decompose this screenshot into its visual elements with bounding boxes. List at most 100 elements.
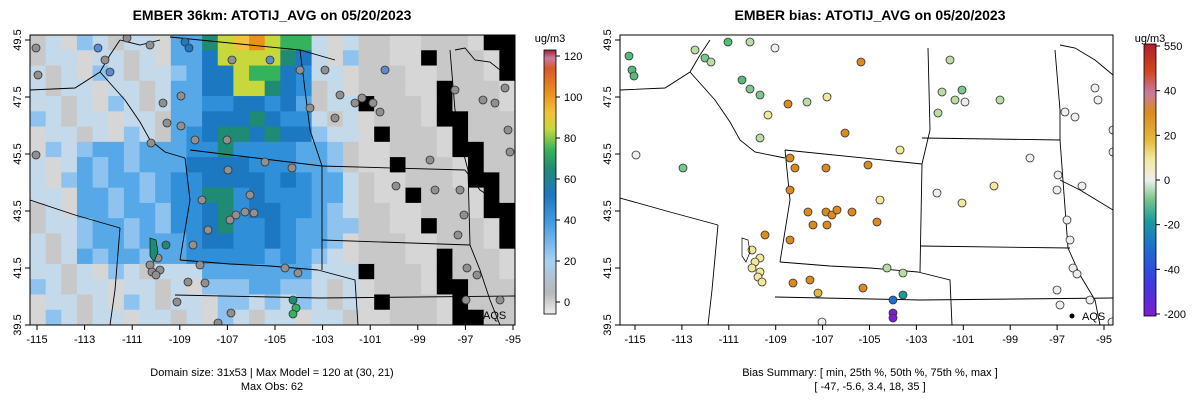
- grid-cell: [311, 263, 328, 280]
- grid-cell: [327, 172, 344, 189]
- grid-cell: [233, 263, 250, 280]
- x-tick-label: -97: [457, 334, 473, 346]
- grid-cell: [374, 294, 391, 311]
- grid-cell: [311, 35, 328, 51]
- right-colorbar-gradient: [1143, 43, 1157, 317]
- grid-cell: [405, 187, 422, 204]
- grid-cell: [342, 263, 360, 280]
- observation-marker: [455, 185, 465, 195]
- grid-cell: [421, 80, 438, 97]
- grid-cell: [123, 309, 141, 325]
- grid-cell: [436, 263, 454, 280]
- grid-cell: [61, 80, 78, 97]
- grid-cell: [342, 294, 360, 311]
- observation-marker: [93, 43, 103, 53]
- grid-cell: [92, 279, 109, 296]
- left-boundaries: [30, 36, 515, 325]
- grid-cell: [374, 96, 391, 112]
- grid-cell: [358, 279, 375, 296]
- grid-cell: [61, 172, 78, 189]
- grid-cell: [249, 80, 266, 97]
- grid-cell: [249, 248, 266, 265]
- grid-cell: [280, 248, 297, 265]
- grid-cell: [76, 202, 94, 219]
- grid-cell: [358, 50, 375, 67]
- x-tick-label: -111: [122, 334, 142, 346]
- grid-cell: [217, 233, 234, 250]
- grid-cell: [76, 187, 94, 204]
- grid-cell: [155, 294, 172, 311]
- grid-cell: [342, 172, 360, 189]
- y-tick-label: 43.5: [12, 200, 24, 221]
- grid-cell: [342, 309, 360, 325]
- grid-cell: [295, 141, 313, 158]
- grid-cell: [139, 279, 156, 296]
- x-tick-label: -115: [26, 334, 47, 346]
- observation-marker: [100, 55, 110, 65]
- bias-marker: [1053, 170, 1063, 180]
- observation-marker: [122, 35, 132, 43]
- grid-cell: [30, 96, 47, 112]
- grid-cell: [499, 65, 515, 82]
- observation-marker: [195, 260, 205, 270]
- grid-cell: [311, 248, 328, 265]
- grid-cell: [311, 218, 328, 235]
- left-observation-markers: [31, 35, 515, 325]
- grid-cell: [499, 96, 515, 112]
- bias-marker: [882, 263, 892, 273]
- grid-cell: [217, 202, 234, 219]
- observation-marker: [249, 208, 259, 218]
- grid-cell: [421, 279, 438, 296]
- grid-cell: [76, 35, 94, 51]
- grid-cell: [374, 157, 391, 173]
- grid-cell: [123, 248, 141, 265]
- grid-cell: [436, 35, 454, 51]
- x-tick-label: -109: [765, 334, 787, 346]
- grid-cell: [92, 141, 109, 158]
- left-title: EMBER 36km: ATOTIJ_AVG on 05/20/2023: [133, 7, 412, 23]
- grid-cell: [264, 65, 281, 82]
- grid-cell: [374, 35, 391, 51]
- observation-marker: [200, 278, 210, 288]
- grid-cell: [452, 218, 469, 235]
- grid-cell: [249, 233, 266, 250]
- grid-cell: [233, 248, 250, 265]
- observation-marker: [461, 295, 471, 305]
- grid-cell: [421, 309, 438, 325]
- right-panel: EMBER bias: ATOTIJ_AVG on 05/20/2023: [602, 7, 1186, 393]
- grid-cell: [92, 187, 109, 204]
- grid-cell: [421, 96, 438, 112]
- bias-marker: [932, 188, 942, 198]
- grid-cell: [374, 50, 391, 67]
- grid-cell: [421, 202, 438, 219]
- grid-cell: [170, 157, 188, 173]
- grid-cell: [249, 141, 266, 158]
- bias-marker: [1107, 317, 1113, 325]
- right-colorbar: ug/m3 550 40 20 0 -20 -40 -200: [1135, 33, 1186, 321]
- grid-cell: [92, 263, 109, 280]
- observation-marker: [223, 165, 233, 175]
- grid-cell: [311, 279, 328, 296]
- bias-marker: [1055, 300, 1065, 310]
- grid-cell: [358, 141, 375, 158]
- grid-cell: [92, 96, 109, 112]
- grid-cell: [499, 202, 515, 219]
- grid-cell: [311, 80, 328, 97]
- grid-cell: [155, 35, 172, 51]
- grid-cell: [389, 35, 407, 51]
- grid-cell: [155, 279, 172, 296]
- grid-cell: [123, 202, 141, 219]
- bias-marker: [747, 263, 757, 273]
- bias-marker: [803, 207, 813, 217]
- colorbar-tick-label: 20: [1164, 130, 1176, 142]
- grid-cell: [483, 202, 500, 219]
- grid-cell: [217, 294, 234, 311]
- bias-marker: [788, 278, 798, 288]
- grid-cell: [30, 294, 47, 311]
- grid-cell: [374, 126, 391, 143]
- grid-cell: [61, 309, 78, 325]
- grid-cell: [264, 80, 281, 97]
- bias-marker: [1070, 112, 1080, 122]
- grid-cell: [436, 309, 454, 325]
- x-tick-label: -95: [1096, 334, 1112, 346]
